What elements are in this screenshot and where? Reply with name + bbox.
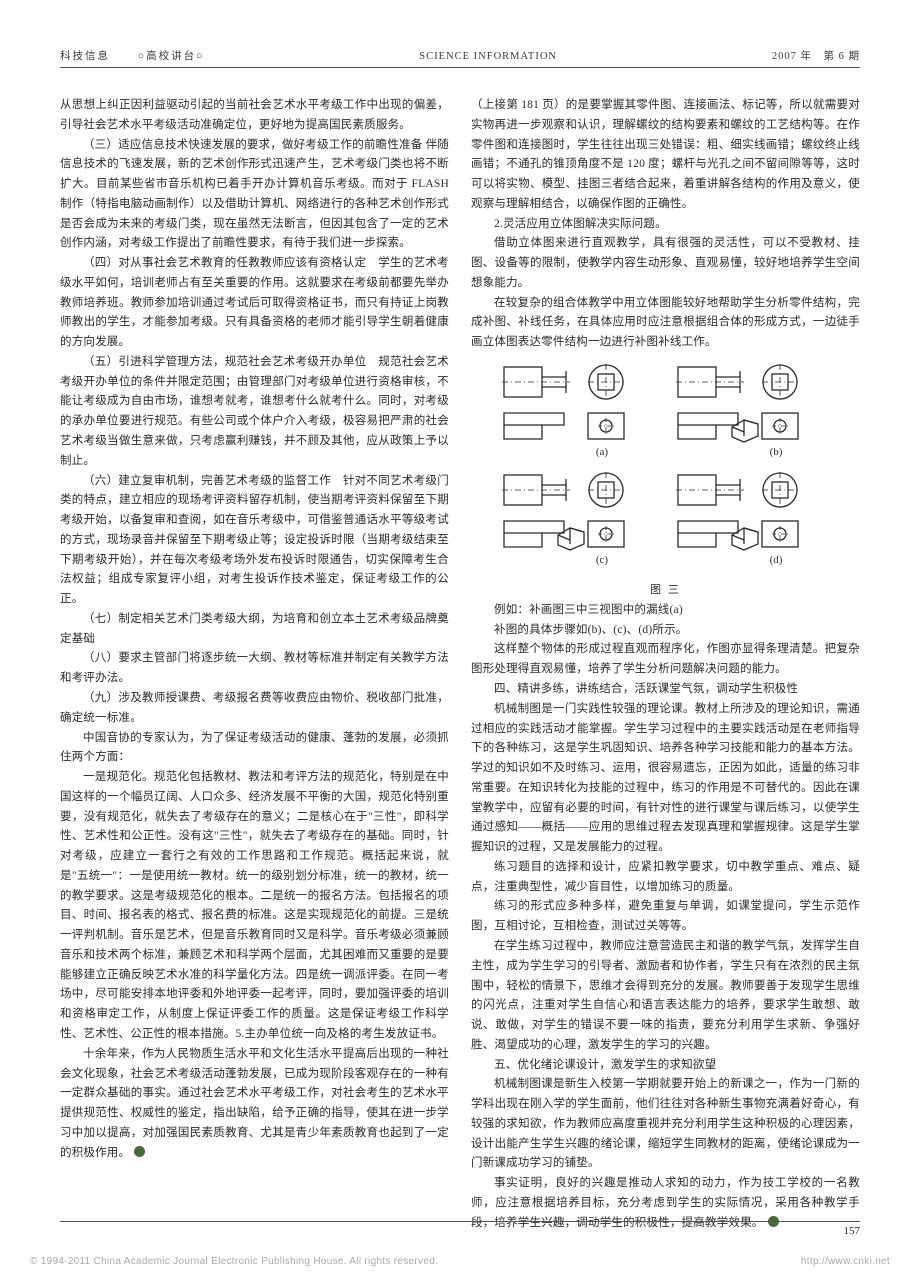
para: （七）制定相关艺术门类考级大纲，为培育和创立本土艺术考级品牌奠定基础 xyxy=(60,610,449,650)
svg-text:(c): (c) xyxy=(595,554,608,566)
para: 一是规范化。规范化包括教材、教法和考评方法的规范化，特别是在中国这样的一个幅员辽… xyxy=(60,768,449,1045)
orthographic-views-svg: (a) (b) (c) (d) xyxy=(496,359,836,579)
para: 从思想上纠正因利益驱动引起的当前社会艺术水平考级工作中出现的偏差，引导社会艺术水… xyxy=(60,96,449,136)
para: 这样整个物体的形成过程直观而程序化，作图亦显得条理清楚。把复杂图形处理得直观易懂… xyxy=(471,640,860,680)
para: 机械制图课是新生入校第一学期就要开始上的新课之一，作为一门新的学科出现在刚入学的… xyxy=(471,1075,860,1174)
svg-text:(b): (b) xyxy=(769,446,782,458)
para: 练习题目的选择和设计，应紧扣教学要求，切中教学重点、难点、疑点，注重典型性，减少… xyxy=(471,858,860,898)
para: （六）建立复审机制，完善艺术考级的监督工作 针对不同艺术考级门类的特点，建立相应… xyxy=(60,472,449,610)
section-name: ○高校讲台○ xyxy=(138,51,205,62)
left-column: 从思想上纠正因利益驱动引起的当前社会艺术水平考级工作中出现的偏差，引导社会艺术水… xyxy=(60,96,449,1233)
para: （九）涉及教师授课费、考级报名费等收费应由物价、税收部门批准，确定统一标准。 xyxy=(60,689,449,729)
header-center: SCIENCE INFORMATION xyxy=(419,51,557,62)
svg-text:(a): (a) xyxy=(595,446,608,458)
para: 机械制图是一门实践性较强的理论课。教材上所涉及的理论知识，需通过相应的实践活动才… xyxy=(471,700,860,858)
journal-name: 科技信息 xyxy=(60,51,110,62)
right-column: （上接第 181 页）的是要掌握其零件图、连接画法、标记等，所以就需要对实物再进… xyxy=(471,96,860,1233)
para: （八）要求主管部门将逐步统一大纲、教材等标准并制定有关教学方法和考评办法。 xyxy=(60,649,449,689)
para: 在较复杂的组合体教学中用立体图能较好地帮助学生分析零件结构，完成补图、补线任务，… xyxy=(471,294,860,353)
para: （五）引进科学管理方法，规范社会艺术考级开办单位 规范社会艺术考级开办单位的条件… xyxy=(60,353,449,472)
para: 2.灵活应用立体图解决实际问题。 xyxy=(471,215,860,235)
para: 五、优化绪论课设计，激发学生的求知欲望 xyxy=(471,1056,860,1076)
svg-text:(d): (d) xyxy=(769,554,782,566)
para: （三）适应信息技术快速发展的要求，做好考级工作的前瞻性准备 伴随信息技术的飞速发… xyxy=(60,136,449,255)
para: （四）对从事社会艺术教育的任教教师应该有资格认定 学生的艺术考级水平如何，培训老… xyxy=(60,254,449,353)
para: 四、精讲多练，讲练结合，活跃课堂气氛，调动学生积极性 xyxy=(471,680,860,700)
para: 中国音协的专家认为，为了保证考级活动的健康、蓬勃的发展，必须抓住两个方面： xyxy=(60,729,449,769)
para: 练习的形式应多种多样，避免重复与单调，如课堂提问，学生示范作图，互相讨论，互相检… xyxy=(471,897,860,937)
endmark-icon xyxy=(134,1146,145,1157)
para: 十余年来，作为人民物质生活水平和文化生活水平提高后出现的一种社会文化现象，社会艺… xyxy=(60,1045,449,1164)
header-right: 2007 年 第 6 期 xyxy=(772,48,860,63)
para: 补图的具体步骤如(b)、(c)、(d)所示。 xyxy=(471,621,860,641)
para: （上接第 181 页）的是要掌握其零件图、连接画法、标记等，所以就需要对实物再进… xyxy=(471,96,860,215)
header-left: 科技信息 ○高校讲台○ xyxy=(60,48,204,63)
figure-caption: 图 三 xyxy=(496,581,836,597)
page-footer: © 1994-2011 China Academic Journal Elect… xyxy=(30,1256,890,1267)
para: 在学生练习过程中，教师应注意营造民主和谐的教学气氛，发挥学生自主性，成为学生学习… xyxy=(471,937,860,1056)
footer-url: http://www.cnki.net xyxy=(801,1256,890,1267)
page-header: 科技信息 ○高校讲台○ SCIENCE INFORMATION 2007 年 第… xyxy=(60,48,860,68)
para: 例如：补画图三中三视图中的漏线(a) xyxy=(471,601,860,621)
two-column-layout: 从思想上纠正因利益驱动引起的当前社会艺术水平考级工作中出现的偏差，引导社会艺术水… xyxy=(60,96,860,1233)
para: 借助立体图来进行直观教学，具有很强的灵活性，可以不受教材、挂图、设备等的限制，使… xyxy=(471,234,860,293)
page-number: 157 xyxy=(60,1221,860,1237)
figure-three: (a) (b) (c) (d) 图 三 xyxy=(496,359,836,597)
copyright-text: © 1994-2011 China Academic Journal Elect… xyxy=(30,1256,438,1267)
